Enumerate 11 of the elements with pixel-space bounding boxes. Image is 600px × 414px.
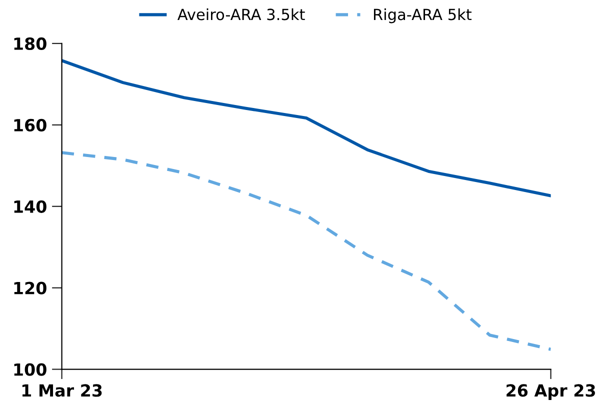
y-tick-label: 160 (14, 118, 46, 132)
legend-label: Riga-ARA 5kt (374, 8, 472, 24)
y-tick-label: 120 (14, 282, 46, 294)
legend-label: Aveiro-ARA 3.5kt (178, 8, 305, 20)
x-tick-label: 26 Apr 23 (506, 384, 595, 400)
x-tick-label: 1 Mar 23 (22, 384, 102, 397)
line-series (62, 151, 551, 351)
y-tick-label: 140 (14, 200, 46, 213)
y-tick-label: 100 (14, 363, 46, 376)
y-tick-label: 180 (14, 37, 46, 50)
line-series (62, 59, 551, 198)
